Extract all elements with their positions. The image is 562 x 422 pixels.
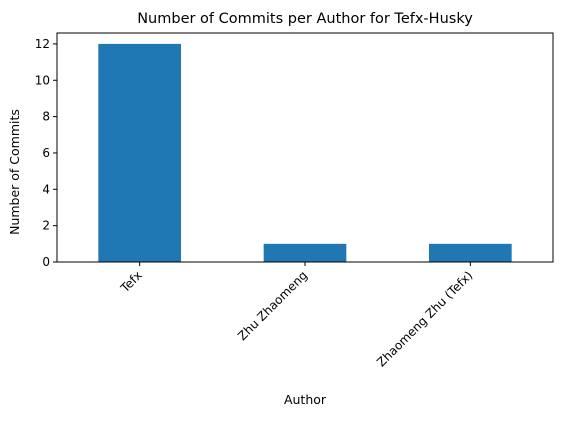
x-axis-label: Author <box>284 392 327 407</box>
x-tick-label: Tefx <box>117 268 145 296</box>
plot-area <box>56 32 554 263</box>
y-tick-label: 4 <box>42 182 50 196</box>
x-axis-ticks: Tefx Zhu Zhaomeng Zhaomeng Zhu (Tefx) <box>117 262 475 370</box>
chart-title: Number of Commits per Author for Tefx-Hu… <box>137 11 473 27</box>
y-axis-ticks: 0 2 4 6 8 10 12 <box>35 37 57 269</box>
bar-tefx <box>98 43 181 263</box>
x-tick-label: Zhu Zhaomeng <box>235 268 310 343</box>
bar-zhu-zhaomeng <box>263 243 347 262</box>
bar-zhaomeng-zhu-tefx <box>429 243 512 262</box>
y-tick-label: 10 <box>35 73 50 87</box>
y-tick-label: 2 <box>42 219 50 233</box>
y-tick-label: 12 <box>35 37 50 51</box>
y-tick-label: 8 <box>42 110 50 124</box>
y-tick-label: 6 <box>42 146 50 160</box>
y-axis-label: Number of Commits <box>7 109 22 235</box>
y-tick-label: 0 <box>42 255 50 269</box>
x-tick-label: Zhaomeng Zhu (Tefx) <box>374 268 475 369</box>
